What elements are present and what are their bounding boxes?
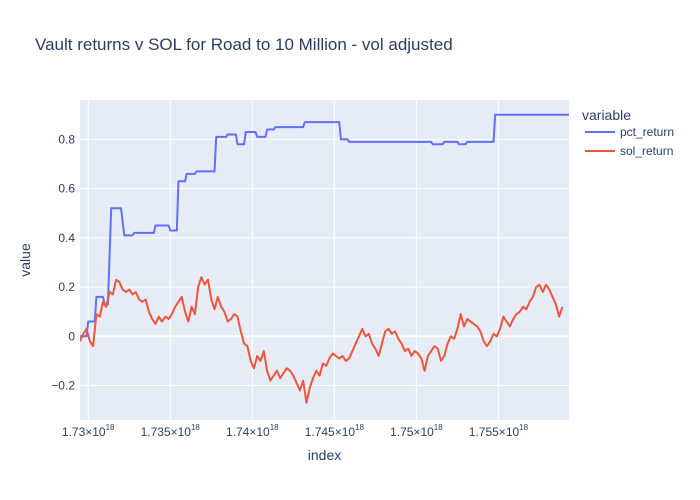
series-line-pct-return[interactable] xyxy=(80,113,569,338)
x-tick-label: 1.745×1018 xyxy=(305,423,365,439)
x-tick-label: 1.75×1018 xyxy=(390,423,443,439)
x-tick-label: 1.74×1018 xyxy=(226,423,279,439)
y-tick-label: 0.8 xyxy=(58,132,75,146)
x-tick-label: 1.755×1018 xyxy=(469,423,529,439)
y-tick-label: −0.2 xyxy=(51,379,75,393)
x-tick-label: 1.735×1018 xyxy=(141,423,201,439)
gridlines xyxy=(80,100,569,420)
legend-label: pct_return xyxy=(620,125,674,139)
legend-item-pct-return[interactable]: pct_return xyxy=(585,125,674,139)
series-layer xyxy=(80,113,569,404)
y-tick-label: 0 xyxy=(68,329,75,343)
plot-area[interactable] xyxy=(80,100,569,420)
x-tick-label: 1.73×1018 xyxy=(62,423,115,439)
x-axis-title: index xyxy=(308,447,341,463)
legend: variable pct_return sol_return xyxy=(582,107,674,158)
chart-title: Vault returns v SOL for Road to 10 Milli… xyxy=(35,35,453,54)
y-axis-ticks: −0.2 0 0.2 0.4 0.6 0.8 xyxy=(51,132,75,392)
y-axis-title: value xyxy=(17,243,33,277)
legend-item-sol-return[interactable]: sol_return xyxy=(585,144,673,158)
y-tick-label: 0.4 xyxy=(58,231,75,245)
y-tick-label: 0.6 xyxy=(58,182,75,196)
legend-title: variable xyxy=(582,107,631,123)
y-tick-label: 0.2 xyxy=(58,280,75,294)
x-axis-ticks: 1.73×1018 1.735×1018 1.74×1018 1.745×1018 1.… xyxy=(62,423,529,439)
series-line-sol-return[interactable] xyxy=(80,276,564,404)
legend-label: sol_return xyxy=(620,144,673,158)
